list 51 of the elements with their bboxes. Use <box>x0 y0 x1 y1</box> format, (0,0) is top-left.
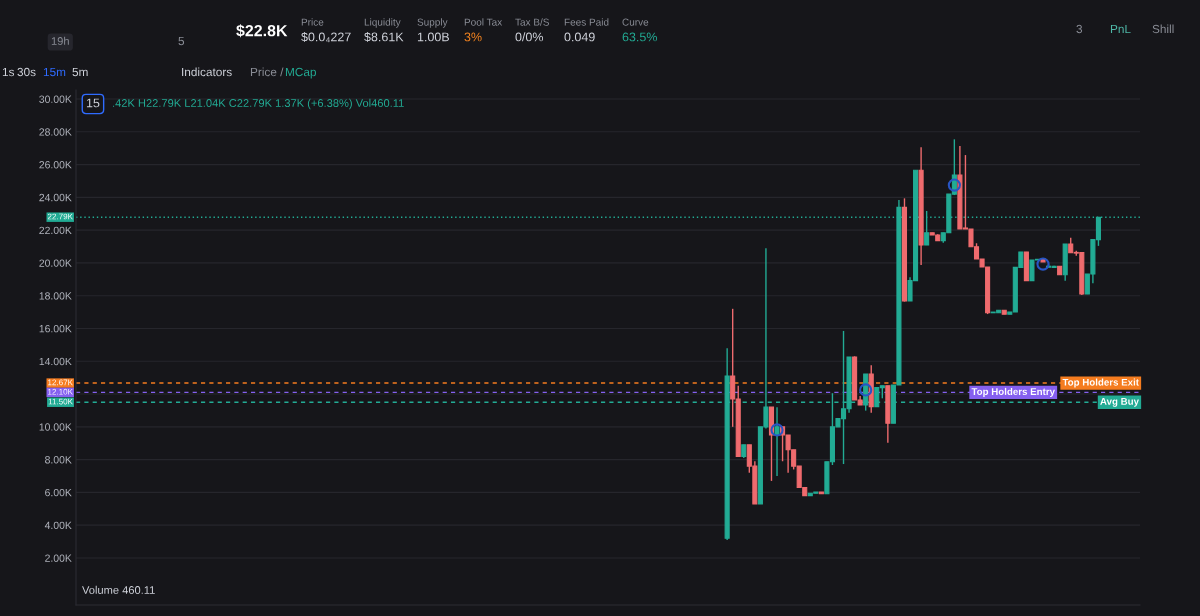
y-tick-label: 20.00K <box>39 259 72 267</box>
text: MCap <box>285 67 316 79</box>
text: PnL <box>1110 24 1131 34</box>
text: Price / <box>250 67 284 77</box>
text: 5 <box>178 36 185 46</box>
annotation: Top Holders Exit <box>1062 378 1139 388</box>
annotation: Top Holders Entry <box>971 387 1055 397</box>
y-tick-label: 8.00K <box>45 456 72 464</box>
y-tick-label: 16.00K <box>39 324 72 333</box>
text: $22.8K <box>236 24 288 38</box>
text: Shill <box>1152 24 1174 34</box>
text: $0.0₄227 <box>301 31 351 43</box>
y-tick-label: 10.00K <box>39 423 72 431</box>
text: 5m <box>72 67 88 77</box>
y-tick-label: 4.00K <box>44 521 72 530</box>
text: 1.00B <box>417 32 450 42</box>
y-tick-label: 6.00K <box>45 488 72 497</box>
annotation: Avg Buy <box>1100 398 1139 407</box>
y-tick-label: 26.00K <box>39 161 72 169</box>
text: Curve <box>622 18 649 26</box>
y-tick-label: 28.00K <box>39 128 72 136</box>
text: Pool Tax <box>464 18 503 26</box>
text: 30s <box>17 67 36 77</box>
annotation: .42K H22.79K L21.04K C22.79K 1.37K (+6.38%) Vol460.11 <box>113 98 404 110</box>
y-tick-label: 30.00K <box>39 95 72 103</box>
y-tick-label: 24.00K <box>39 193 72 202</box>
text: 3% <box>464 32 482 42</box>
text: 0.049 <box>564 32 595 42</box>
y-tick-label: 2.00K <box>45 554 72 562</box>
text: 15m <box>43 67 66 77</box>
annotation: Volume 460.11 <box>82 585 155 594</box>
text: Liquidity <box>364 18 401 28</box>
text: $8.61K <box>364 31 404 43</box>
text: 0/0% <box>515 32 544 42</box>
ref-line-label: 11.50K <box>48 398 73 405</box>
text: Indicators <box>182 67 232 77</box>
y-tick-label: 14.00K <box>39 357 72 366</box>
text: 3 <box>1076 24 1083 34</box>
text: 19h <box>51 36 69 45</box>
text: Supply <box>417 18 448 28</box>
annotation: 15 <box>86 98 100 108</box>
text: Fees Paid <box>564 18 609 26</box>
text: Tax B/S <box>515 18 549 26</box>
text: 1s <box>2 67 15 77</box>
text: Price <box>301 18 324 26</box>
ref-line-label: 12.10K <box>48 388 73 395</box>
ref-line-label: 12.67K <box>48 379 73 386</box>
y-tick-label: 22.00K <box>39 226 72 235</box>
ref-line-label: 22.79K <box>47 213 73 220</box>
y-tick-label: 18.00K <box>39 292 72 300</box>
text: 63.5% <box>622 32 657 42</box>
